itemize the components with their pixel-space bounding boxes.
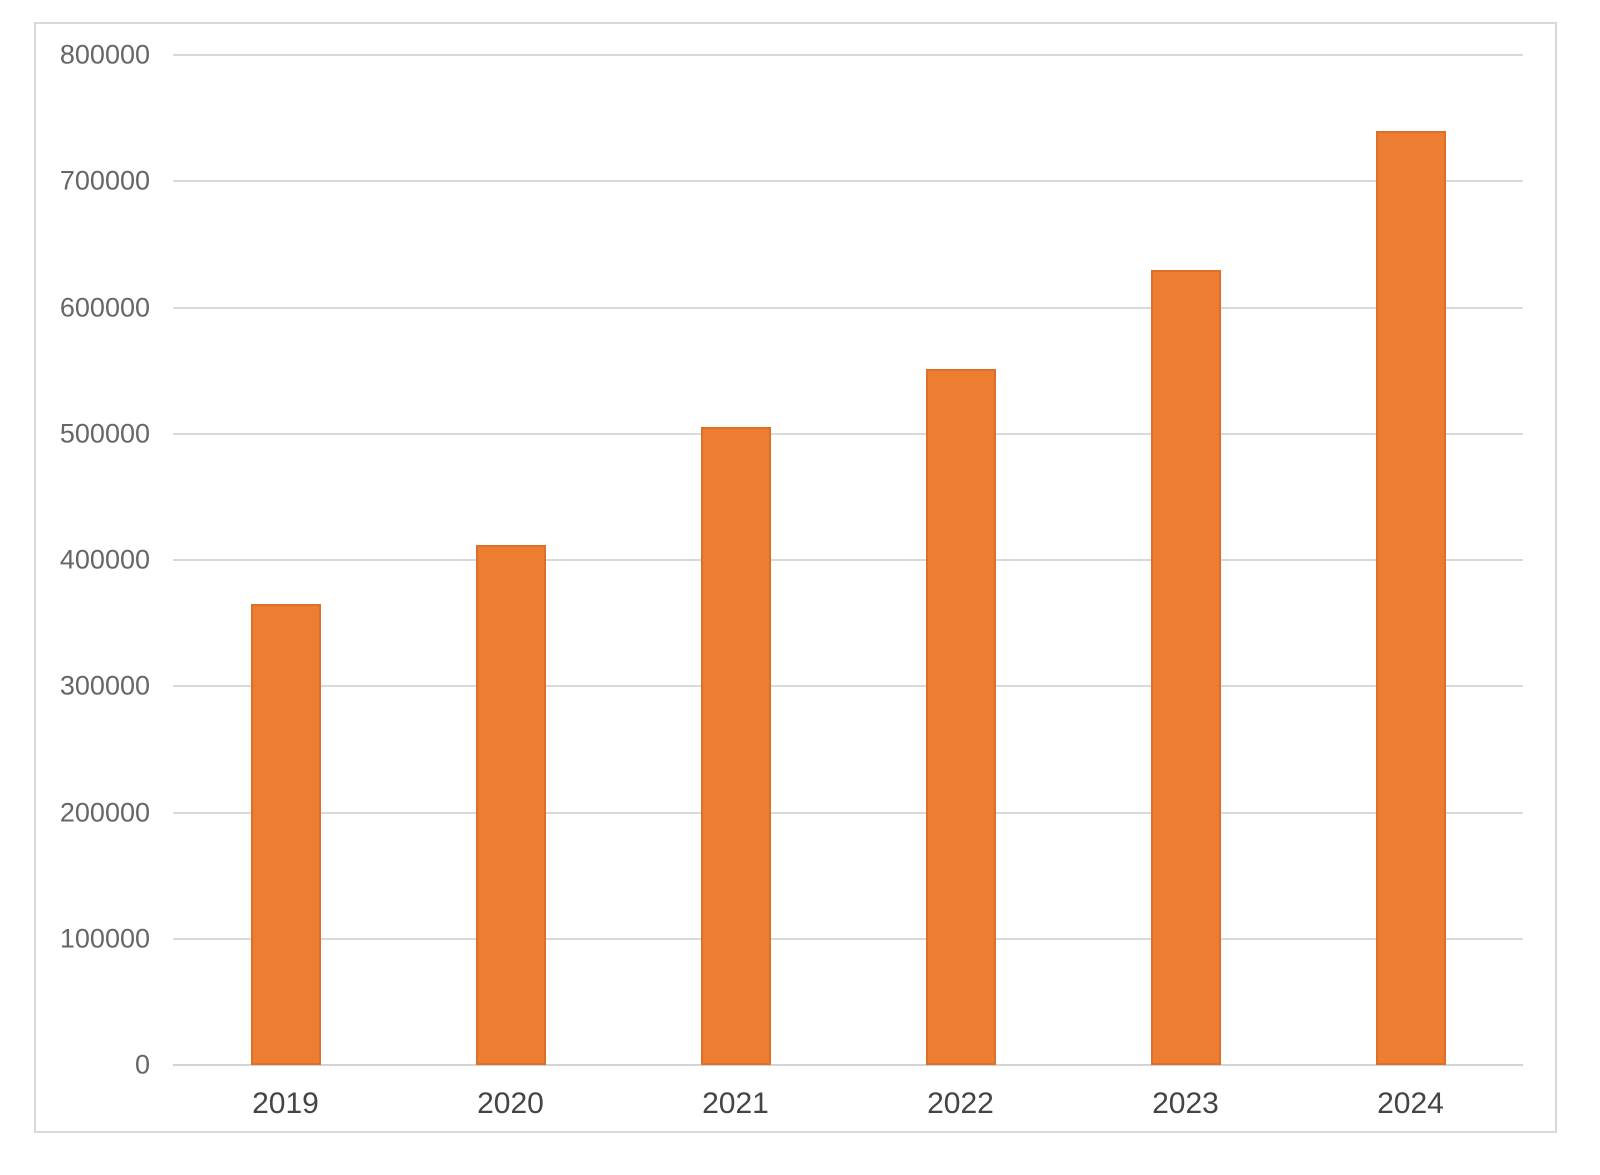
gridline bbox=[173, 54, 1523, 56]
y-tick-label: 700000 bbox=[59, 165, 150, 196]
chart-frame: 800000 700000 600000 500000 400000 300000 2000… bbox=[34, 22, 1557, 1133]
gridline bbox=[173, 307, 1523, 309]
y-tick-label: 500000 bbox=[59, 418, 150, 449]
plot-area bbox=[173, 54, 1523, 1066]
x-tick-label: 2024 bbox=[1377, 1087, 1444, 1120]
bar-2020 bbox=[475, 545, 546, 1065]
gridline bbox=[173, 559, 1523, 561]
y-tick-label: 400000 bbox=[59, 544, 150, 575]
y-tick-label: 100000 bbox=[59, 923, 150, 954]
gridline bbox=[173, 180, 1523, 182]
y-tick-label: 0 bbox=[134, 1049, 150, 1080]
x-tick-label: 2020 bbox=[477, 1087, 544, 1120]
x-axis-line bbox=[173, 1064, 1523, 1066]
gridline bbox=[173, 938, 1523, 940]
bar-2021 bbox=[700, 427, 771, 1065]
y-tick-label: 300000 bbox=[59, 670, 150, 701]
gridline bbox=[173, 685, 1523, 687]
bar-2019 bbox=[250, 604, 321, 1065]
y-tick-label: 200000 bbox=[59, 797, 150, 827]
x-tick-label: 2023 bbox=[1152, 1087, 1219, 1120]
bar-2022 bbox=[925, 369, 996, 1065]
gridline bbox=[173, 433, 1523, 435]
gridline bbox=[173, 812, 1523, 814]
bar-2024 bbox=[1375, 131, 1446, 1065]
y-tick-label: 600000 bbox=[59, 292, 150, 322]
x-tick-label: 2021 bbox=[702, 1087, 769, 1120]
x-tick-label: 2019 bbox=[252, 1087, 319, 1120]
y-tick-label: 800000 bbox=[59, 39, 150, 70]
x-tick-label: 2022 bbox=[927, 1087, 994, 1120]
bar-2023 bbox=[1150, 270, 1221, 1065]
